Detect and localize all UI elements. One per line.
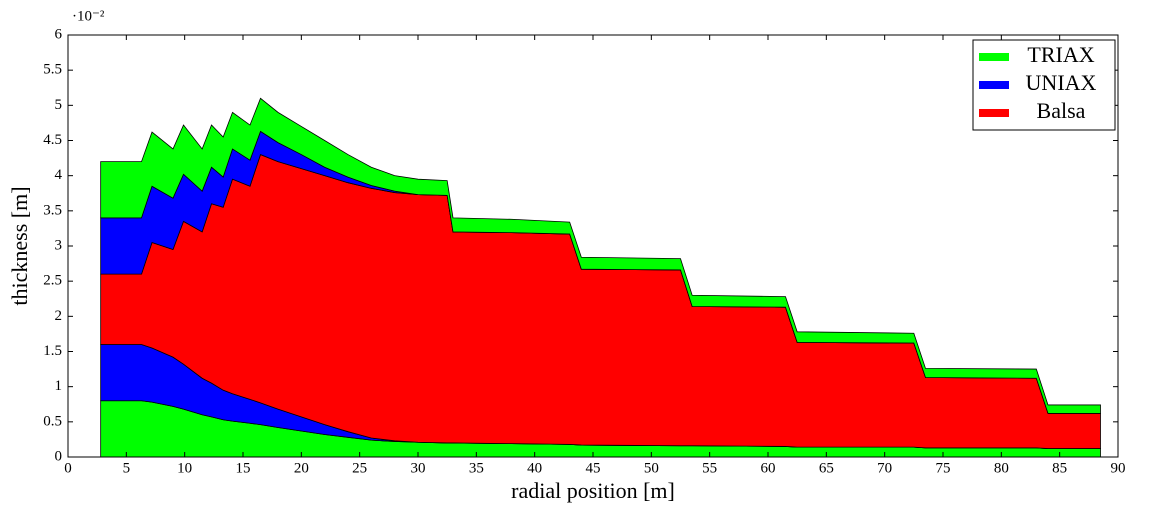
area xyxy=(100,97,1101,414)
x-tick-label: 65 xyxy=(819,460,834,476)
legend-label: TRIAX xyxy=(1027,42,1094,67)
y-tick-label: 6 xyxy=(55,26,63,42)
y-tick-label: 5 xyxy=(55,97,63,113)
legend-swatch xyxy=(979,53,1009,61)
x-tick-label: 10 xyxy=(177,460,192,476)
x-tick-label: 90 xyxy=(1111,460,1126,476)
x-tick-label: 70 xyxy=(877,460,892,476)
x-tick-label: 75 xyxy=(936,460,951,476)
y-tick-label: 1 xyxy=(55,378,63,394)
x-tick-label: 5 xyxy=(123,460,131,476)
y-axis-label: thickness [m] xyxy=(7,186,32,305)
legend-swatch xyxy=(979,109,1009,117)
x-tick-label: 60 xyxy=(761,460,776,476)
y-tick-label: 1.5 xyxy=(43,343,62,359)
x-axis-label: radial position [m] xyxy=(511,478,675,503)
y-tick-label: 5.5 xyxy=(43,62,62,78)
x-tick-label: 25 xyxy=(352,460,367,476)
x-tick-label: 40 xyxy=(527,460,542,476)
x-tick-label: 20 xyxy=(294,460,309,476)
y-tick-label: 2.5 xyxy=(43,273,62,289)
y-tick-label: 4.5 xyxy=(43,132,62,148)
x-tick-label: 85 xyxy=(1052,460,1067,476)
y-tick-label: 2 xyxy=(55,308,63,324)
x-tick-label: 50 xyxy=(644,460,659,476)
legend-swatch xyxy=(979,81,1009,89)
x-tick-label: 35 xyxy=(469,460,484,476)
y-tick-label: 3.5 xyxy=(43,202,62,218)
y-multiplier: ·10⁻² xyxy=(72,8,105,24)
x-tick-label: 80 xyxy=(994,460,1009,476)
legend-label: Balsa xyxy=(1037,98,1086,123)
x-tick-label: 55 xyxy=(702,460,717,476)
x-tick-label: 0 xyxy=(64,460,72,476)
y-tick-label: 4 xyxy=(55,167,63,183)
x-tick-label: 45 xyxy=(586,460,601,476)
x-tick-label: 30 xyxy=(411,460,426,476)
legend-label: UNIAX xyxy=(1026,70,1097,95)
y-tick-label: 0 xyxy=(55,448,63,464)
y-tick-label: 3 xyxy=(55,237,63,253)
y-tick-label: 0.5 xyxy=(43,413,62,429)
x-tick-label: 15 xyxy=(236,460,251,476)
